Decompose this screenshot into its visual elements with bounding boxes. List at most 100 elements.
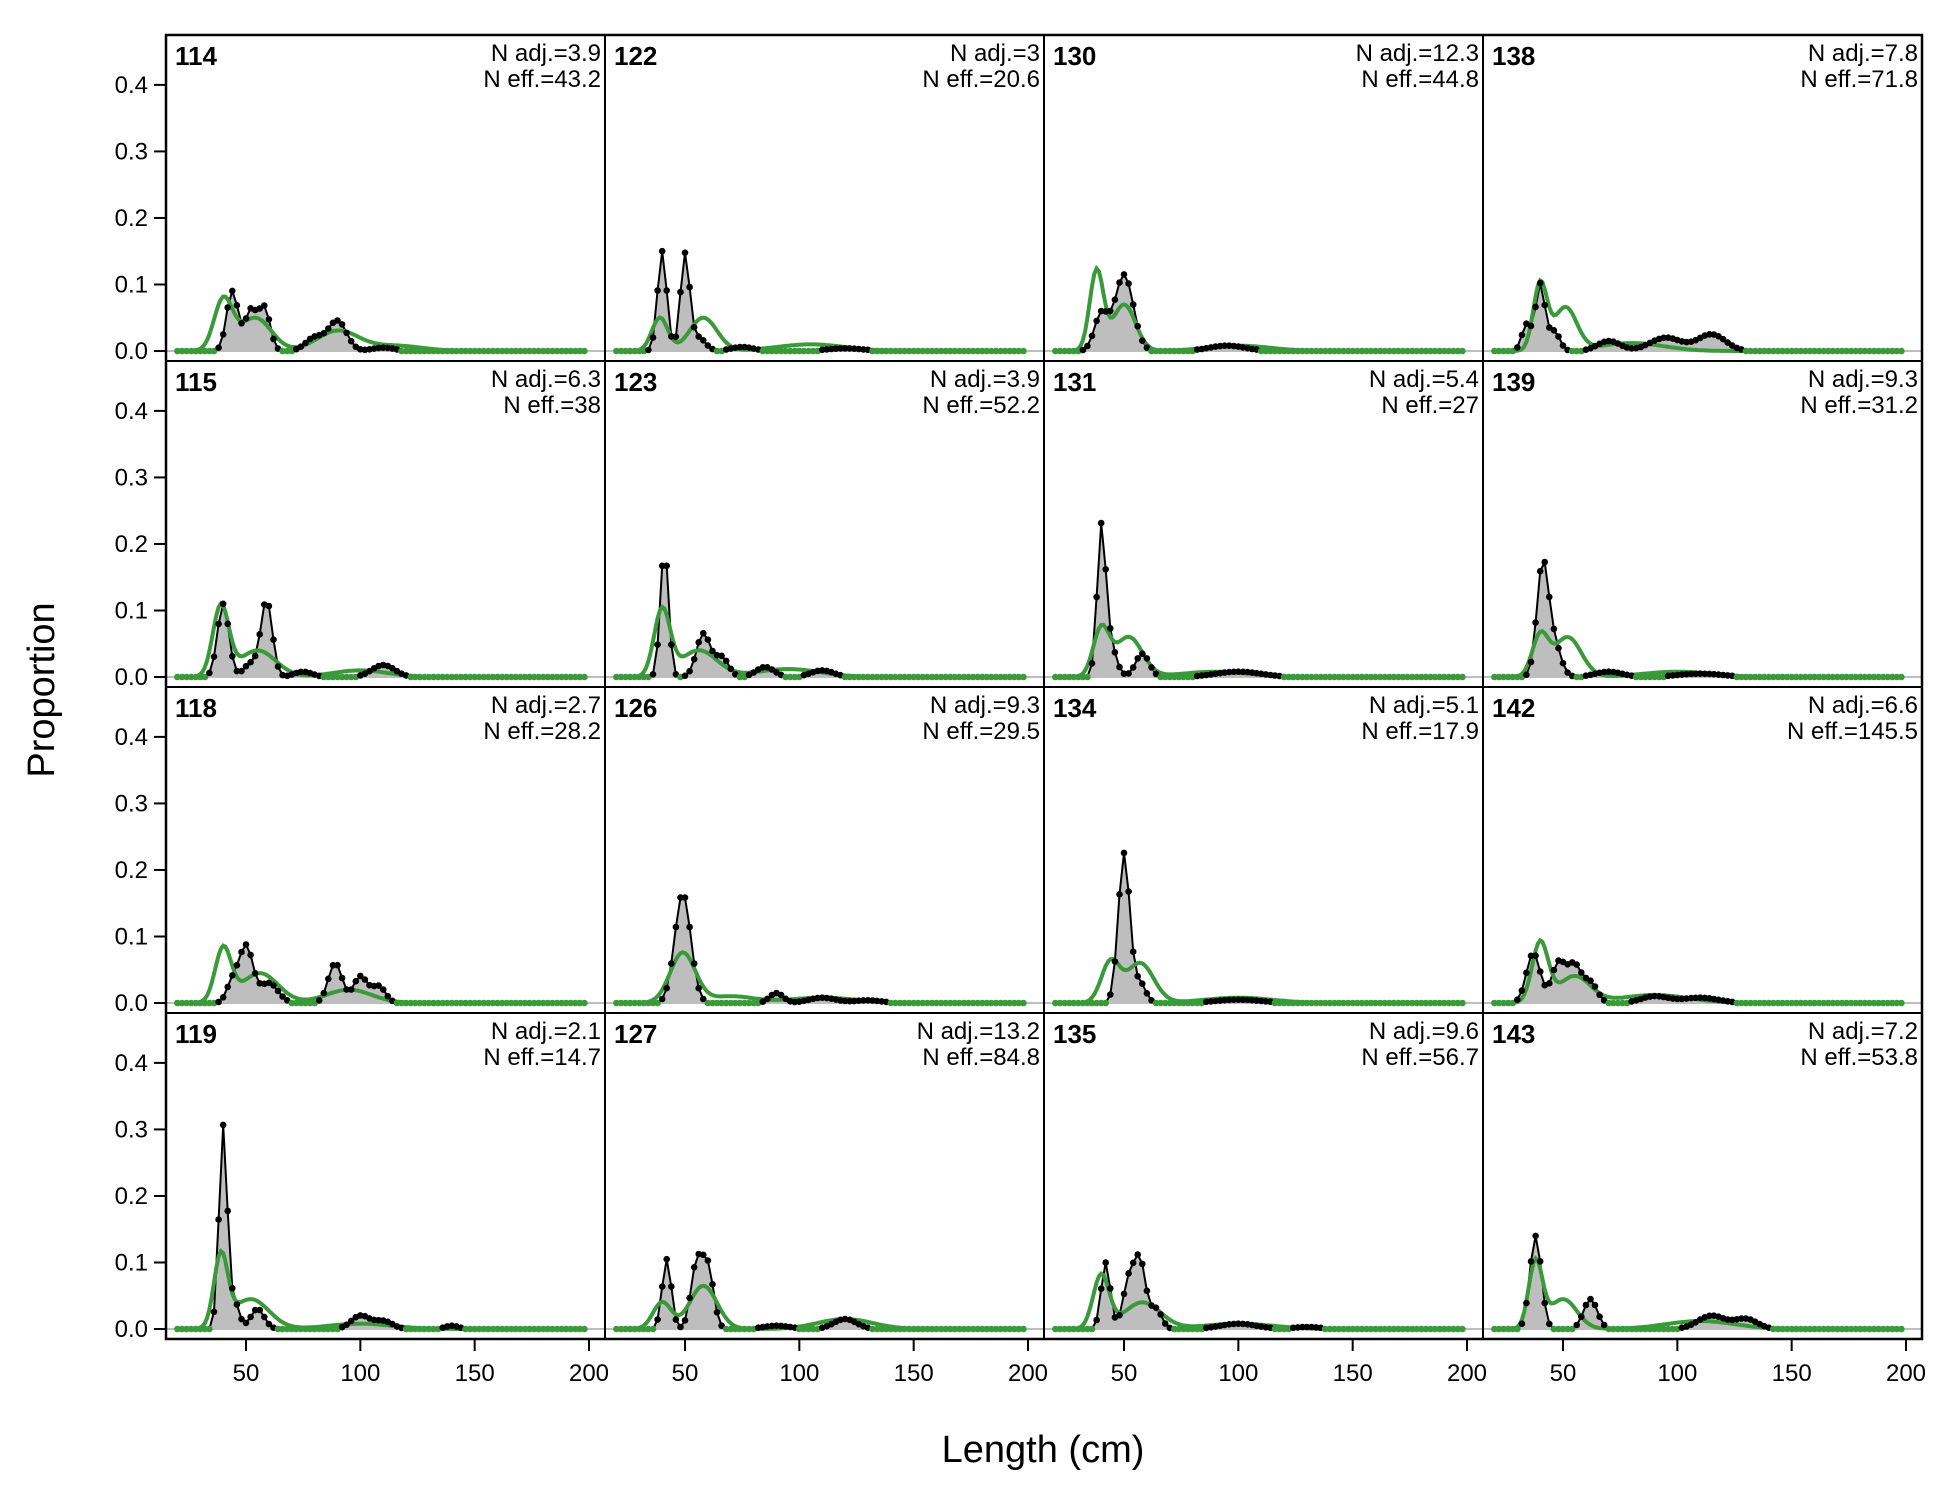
observed-point bbox=[1500, 999, 1507, 1007]
observed-point bbox=[663, 287, 670, 294]
observed-point bbox=[914, 347, 922, 355]
observed-point bbox=[242, 941, 250, 948]
observed-point bbox=[1161, 347, 1169, 355]
observed-point bbox=[969, 999, 977, 1007]
observed-point bbox=[256, 631, 264, 638]
observed-point bbox=[1642, 673, 1649, 681]
observed-point bbox=[1843, 347, 1850, 355]
observed-point bbox=[485, 1325, 492, 1333]
panel-label: 134 bbox=[1053, 693, 1097, 723]
observed-point bbox=[914, 1325, 922, 1333]
observed-point bbox=[869, 673, 876, 681]
observed-point bbox=[1546, 593, 1553, 601]
observed-point bbox=[1532, 952, 1539, 959]
observed-point bbox=[485, 999, 492, 1007]
observed-area bbox=[1055, 523, 1463, 677]
observed-point bbox=[448, 673, 456, 681]
observed-point bbox=[709, 647, 716, 655]
observed-point bbox=[1802, 673, 1809, 681]
observed-point bbox=[480, 347, 488, 355]
observed-point bbox=[654, 287, 661, 294]
observed-point bbox=[992, 673, 1000, 681]
observed-point bbox=[1692, 670, 1699, 678]
observed-point bbox=[1632, 1325, 1640, 1333]
observed-point bbox=[1107, 625, 1114, 632]
observed-point bbox=[1760, 347, 1768, 355]
observed-point bbox=[1120, 271, 1128, 278]
observed-point bbox=[197, 1325, 204, 1333]
observed-point bbox=[1797, 999, 1805, 1007]
observed-point bbox=[270, 982, 277, 989]
observed-point bbox=[1372, 673, 1379, 681]
observed-point bbox=[1015, 1325, 1023, 1333]
observed-point bbox=[887, 673, 895, 681]
observed-point bbox=[343, 1321, 350, 1328]
observed-point bbox=[622, 673, 629, 681]
observed-point bbox=[283, 1325, 291, 1333]
observed-point bbox=[1408, 1325, 1416, 1333]
observed-point bbox=[1783, 999, 1791, 1007]
observed-point bbox=[722, 657, 730, 665]
observed-point bbox=[965, 1325, 972, 1333]
observed-point bbox=[1843, 999, 1850, 1007]
observed-point bbox=[892, 347, 899, 355]
observed-point bbox=[690, 655, 698, 663]
observed-point bbox=[247, 951, 254, 959]
n-eff-label: N eff.=71.8 bbox=[1800, 66, 1918, 93]
observed-point bbox=[1532, 1232, 1539, 1240]
observed-point bbox=[1427, 999, 1434, 1007]
observed-point bbox=[1289, 673, 1297, 681]
observed-point bbox=[1161, 1320, 1169, 1327]
x-tick-label: 200 bbox=[1886, 1360, 1926, 1387]
observed-point bbox=[411, 673, 419, 681]
observed-point bbox=[1500, 673, 1507, 681]
observed-point bbox=[613, 1325, 620, 1333]
observed-point bbox=[1422, 1325, 1430, 1333]
observed-point bbox=[690, 1264, 698, 1271]
panel-label: 138 bbox=[1492, 41, 1535, 71]
observed-point bbox=[951, 673, 959, 681]
observed-point bbox=[1143, 344, 1151, 352]
observed-point bbox=[1820, 673, 1827, 681]
observed-point bbox=[1390, 347, 1398, 355]
observed-point bbox=[402, 347, 410, 355]
observed-point bbox=[1184, 1325, 1192, 1333]
observed-point bbox=[736, 1325, 744, 1333]
observed-point bbox=[1898, 1325, 1905, 1333]
observed-point bbox=[1171, 347, 1178, 355]
observed-point bbox=[1847, 1325, 1855, 1333]
observed-point bbox=[636, 347, 643, 355]
observed-point bbox=[718, 652, 725, 660]
observed-point bbox=[498, 1325, 506, 1333]
panel-131: 131 N adj.=5.4N eff.=27 bbox=[1043, 360, 1484, 688]
observed-point bbox=[681, 672, 689, 680]
observed-point bbox=[1847, 347, 1855, 355]
y-tick-label: 0.4 bbox=[115, 724, 148, 751]
observed-point bbox=[700, 1251, 707, 1259]
observed-point bbox=[1093, 317, 1100, 325]
panel-label: 118 bbox=[175, 693, 217, 723]
observed-point bbox=[1852, 347, 1859, 355]
observed-point bbox=[375, 982, 382, 989]
observed-point bbox=[425, 673, 433, 681]
observed-point bbox=[1422, 347, 1430, 355]
observed-point bbox=[1747, 347, 1754, 355]
observed-point bbox=[1308, 999, 1315, 1007]
observed-point bbox=[1834, 999, 1841, 1007]
observed-point bbox=[645, 346, 652, 354]
observed-point bbox=[1001, 347, 1009, 355]
x-tick-label: 50 bbox=[1111, 1360, 1138, 1387]
y-tick-label: 0.1 bbox=[115, 1249, 148, 1276]
observed-point bbox=[517, 673, 524, 681]
observed-area bbox=[1055, 274, 1463, 351]
observed-point bbox=[1578, 1313, 1585, 1320]
observed-point bbox=[1898, 347, 1905, 355]
observed-point bbox=[1834, 1325, 1841, 1333]
observed-point bbox=[1852, 1325, 1859, 1333]
observed-point bbox=[704, 342, 712, 349]
observed-point bbox=[265, 1320, 273, 1328]
observed-point bbox=[937, 999, 945, 1007]
observed-point bbox=[576, 999, 584, 1007]
x-tick-label: 100 bbox=[340, 1360, 380, 1387]
observed-point bbox=[233, 302, 241, 309]
